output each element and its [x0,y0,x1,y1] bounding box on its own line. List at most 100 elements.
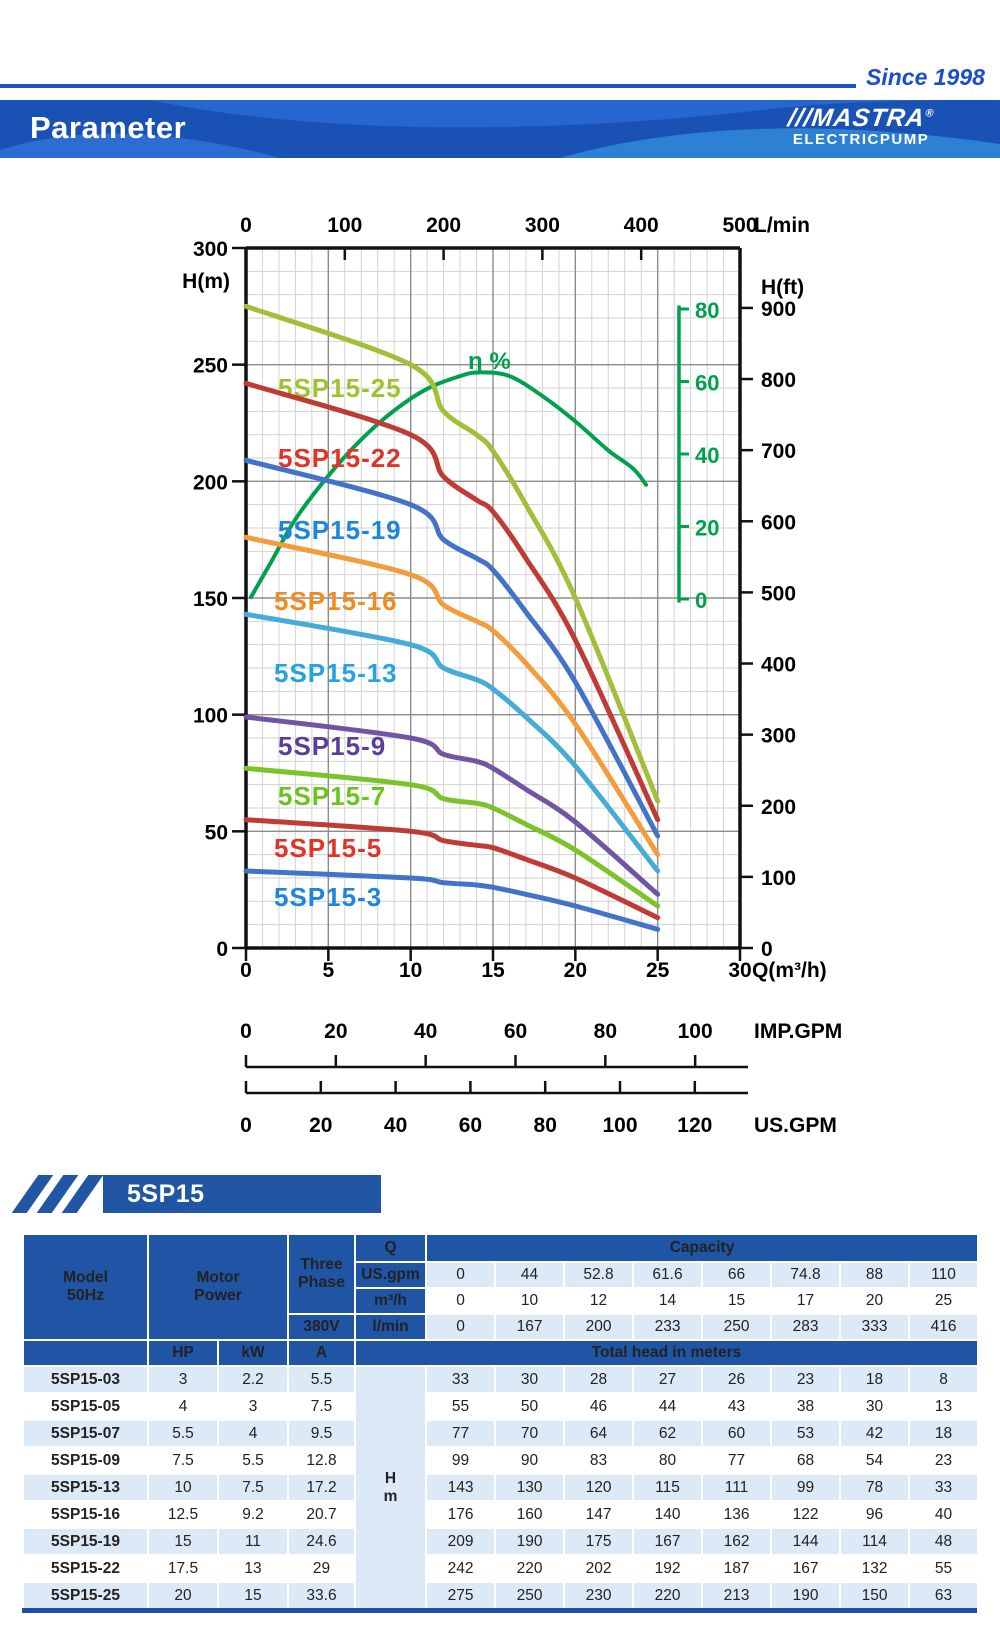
head-value-cell: 192 [632,1554,704,1583]
header-unit-3: l/min [354,1313,428,1341]
curve-label-5SP15-13: 5SP15-13 [274,658,398,688]
amp-cell: 7.5 [287,1392,357,1421]
head-value-cell: 77 [425,1419,497,1448]
capacity-value-cell: 17 [770,1287,842,1315]
head-value-cell: 33 [908,1473,980,1502]
spec-table-wrap: Model 50Hz Motor Power Three Phase Q Capacity US… [22,1233,980,1610]
header-hp: HP [147,1339,219,1367]
header-voltage: 380V [287,1313,357,1341]
hp-cell: 10 [147,1473,219,1502]
curve-5SP15-13 [243,611,661,874]
axis-label-q: Q(m³/h) [752,959,827,982]
amp-cell: 12.8 [287,1446,357,1475]
hp-cell: 3 [147,1365,219,1394]
head-value-cell: 8 [908,1365,980,1394]
tick-label-efficiency: 40 [695,443,719,468]
tick-label-usgpm: 80 [534,1114,557,1137]
efficiency-label: η % [468,348,511,375]
tick-label-hm: 200 [193,471,228,494]
head-value-cell: 63 [908,1581,980,1610]
head-value-cell: 43 [701,1392,773,1421]
head-value-cell: 27 [632,1365,704,1394]
table-row: 5SP15-25 20 15 33.6 275 250 230 220 213 190 150 63 [22,1581,980,1610]
curve-5SP15-16 [243,534,661,858]
axis-label-impgpm: IMP.GPM [754,1020,842,1043]
capacity-value-cell: 52.8 [563,1261,635,1289]
capacity-value-cell: 416 [908,1313,980,1341]
tick-label-lmin: 0 [240,214,252,237]
tick-label-q: 20 [564,959,587,982]
capacity-value-cell: 61.6 [632,1261,704,1289]
head-value-cell: 143 [425,1473,497,1502]
capacity-value-cell: 167 [494,1313,566,1341]
head-value-cell: 167 [770,1554,842,1583]
head-value-cell: 70 [494,1419,566,1448]
tick-label-q: 30 [728,959,751,982]
head-value-cell: 54 [839,1446,911,1475]
amp-cell: 20.7 [287,1500,357,1529]
pump-curve-chart: 0 100 200 300 400 500L/min300250200150100500H… [182,214,842,1137]
tick-label-hm: 250 [193,355,228,378]
kw-cell: 4 [216,1419,290,1448]
table-row: 5SP15-22 17.5 13 29 242 220 202 192 187 167 132 55 [22,1554,980,1583]
tick-label-hft: 900 [761,298,796,321]
head-value-cell: 90 [494,1446,566,1475]
table-row: 5SP15-19 15 11 24.6 209 190 175 167 162 144 114 48 [22,1527,980,1556]
head-value-cell: 62 [632,1419,704,1448]
curve-label-5SP15-7: 5SP15-7 [278,781,386,811]
head-value-cell: 99 [425,1446,497,1475]
tick-label-usgpm: 100 [602,1114,637,1137]
head-value-cell: 78 [839,1473,911,1502]
head-value-cell: 60 [701,1419,773,1448]
head-value-cell: 30 [839,1392,911,1421]
capacity-value-cell: 10 [494,1287,566,1315]
amp-cell: 5.5 [287,1365,357,1394]
curve-5SP15-3 [243,868,661,932]
capacity-value-cell: 74.8 [770,1261,842,1289]
head-value-cell: 167 [632,1527,704,1556]
curve-label-5SP15-3: 5SP15-3 [274,882,382,912]
header-q: Q [354,1233,428,1263]
tick-label-hft: 400 [761,654,796,677]
head-value-cell: 230 [563,1581,635,1610]
head-value-cell: 115 [632,1473,704,1502]
capacity-value-cell: 233 [632,1313,704,1341]
amp-cell: 24.6 [287,1527,357,1556]
tick-label-q: 5 [322,959,334,982]
tick-label-hft: 100 [761,867,796,890]
head-value-cell: 136 [701,1500,773,1529]
model-cell: 5SP15-25 [22,1581,149,1610]
model-cell: 5SP15-07 [22,1419,149,1448]
banner-waves [0,100,1000,158]
capacity-value-cell: 0 [425,1261,497,1289]
head-value-cell: 55 [425,1392,497,1421]
spec-table: Model 50Hz Motor Power Three Phase Q Capacity US… [22,1233,980,1610]
kw-cell: 11 [216,1527,290,1556]
tick-label-usgpm: 0 [240,1114,252,1137]
table-row: US.gpm 0 44 52.8 61.6 66 74.8 88 110 [23,1261,980,1289]
model-cell: 5SP15-05 [22,1392,149,1421]
tick-label-impgpm: 100 [678,1020,713,1043]
model-cell: 5SP15-03 [22,1365,149,1394]
head-value-cell: 99 [770,1473,842,1502]
head-value-cell: 132 [839,1554,911,1583]
head-value-cell: 26 [701,1365,773,1394]
table-row: 5SP15-13 10 7.5 17.2 143 130 120 115 111 99 78 33 [22,1473,980,1502]
head-value-cell: 77 [701,1446,773,1475]
head-value-cell: 23 [908,1446,980,1475]
page-title: Parameter [30,110,187,145]
head-value-cell: 120 [563,1473,635,1502]
head-value-cell: 162 [701,1527,773,1556]
head-value-cell: 55 [908,1554,980,1583]
capacity-value-cell: 0 [425,1287,497,1315]
table-row: HP kW A Total head in meters [22,1339,980,1367]
head-value-cell: 176 [425,1500,497,1529]
tick-label-efficiency: 80 [695,298,719,323]
tick-label-hft: 500 [761,582,796,605]
curve-label-5SP15-9: 5SP15-9 [278,731,386,761]
tick-label-hft: 600 [761,511,796,534]
hp-cell: 4 [147,1392,219,1421]
head-value-cell: 111 [701,1473,773,1502]
tick-label-impgpm: 40 [414,1020,437,1043]
